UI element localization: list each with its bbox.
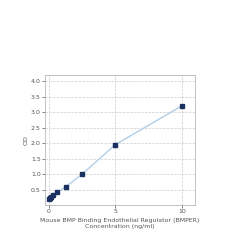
Y-axis label: OD: OD <box>23 135 28 145</box>
X-axis label: Mouse BMP Binding Endothelial Regulator (BMPER)
Concentration (ng/ml): Mouse BMP Binding Endothelial Regulator … <box>40 218 200 229</box>
